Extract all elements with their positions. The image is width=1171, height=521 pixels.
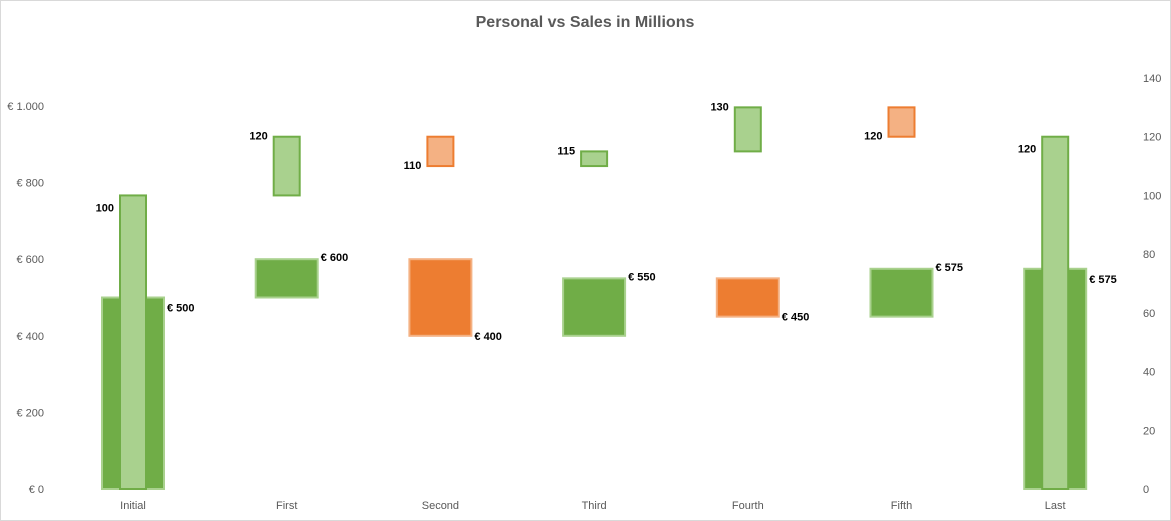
sales-value-label: € 400 [474,331,502,343]
personal-bar [887,106,916,138]
category-label: Last [1045,500,1066,512]
sales-bar [408,258,473,337]
category-label: Initial [120,500,146,512]
personal-bar [733,106,762,153]
secondary-tick-label: 140 [1143,73,1161,85]
personal-value-label: 110 [404,160,422,172]
sales-value-label: € 450 [782,312,810,324]
personal-value-label: 120 [249,131,267,143]
personal-value-label: 120 [864,131,882,143]
secondary-tick-label: 0 [1143,484,1149,496]
sales-bar [715,277,780,318]
primary-tick-label: € 600 [16,254,44,266]
personal-value-label: 115 [557,145,575,157]
sales-value-label: € 500 [167,303,195,315]
secondary-tick-label: 80 [1143,249,1155,261]
sales-value-label: € 600 [321,252,349,264]
personal-series [119,106,1070,491]
secondary-tick-label: 20 [1143,425,1155,437]
secondary-axis: 0 20 40 60 80 100 120 140 [1143,73,1161,496]
category-axis: Initial First Second Third Fourth Fifth Last [120,500,1065,512]
sales-value-label: € 575 [1089,274,1117,286]
personal-bar [272,135,301,197]
secondary-tick-label: 100 [1143,190,1161,202]
sales-series [101,258,1088,490]
secondary-tick-label: 40 [1143,367,1155,379]
chart-title: Personal vs Sales in Millions [476,14,695,31]
secondary-tick-label: 120 [1143,132,1161,144]
primary-tick-label: € 200 [16,407,44,419]
data-labels: € 500 € 600 € 400 € 550 € 450 € 575 € 575 100 12… [96,101,1117,342]
sales-value-label: € 550 [628,271,656,283]
personal-bar [426,135,455,168]
sales-bar [254,258,319,299]
category-label: First [276,500,297,512]
primary-tick-label: € 0 [29,484,44,496]
primary-axis: € 0 € 200 € 400 € 600 € 800 € 1.000 [7,101,44,496]
sales-value-label: € 575 [936,262,964,274]
personal-value-label: 100 [96,202,114,214]
category-label: Third [582,500,607,512]
sales-bar [562,277,627,337]
category-label: Fourth [732,500,764,512]
primary-tick-label: € 800 [16,178,44,190]
personal-bar [119,194,147,491]
category-label: Fifth [891,500,912,512]
primary-tick-label: € 1.000 [7,101,44,113]
category-label: Second [422,500,459,512]
personal-bar [1041,135,1070,490]
personal-bar [580,150,609,168]
sales-bar [869,267,934,318]
personal-value-label: 130 [710,101,728,113]
primary-tick-label: € 400 [16,331,44,343]
secondary-tick-label: 60 [1143,308,1155,320]
personal-value-label: 120 [1018,144,1036,156]
